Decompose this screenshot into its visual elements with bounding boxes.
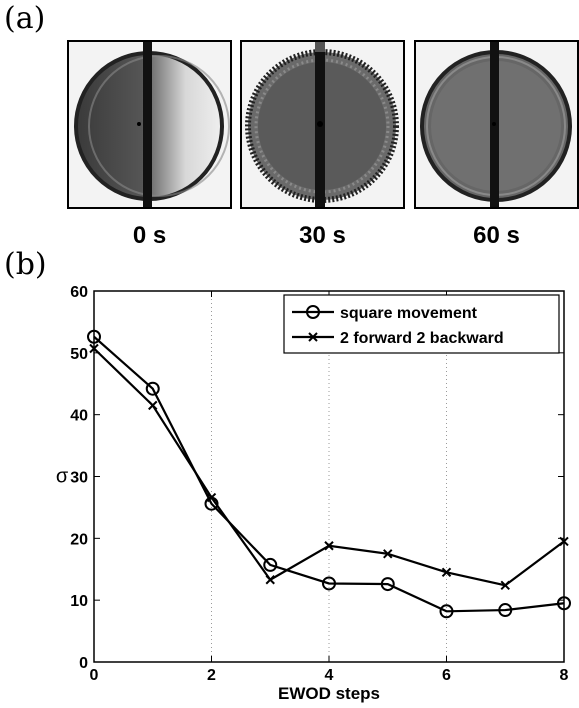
x-marker	[500, 580, 510, 591]
circle-marker	[439, 604, 454, 619]
legend-label: 2 forward 2 backward	[340, 330, 504, 347]
panel-label-b: (b)	[4, 247, 47, 282]
x-tick-label: 0	[90, 667, 99, 684]
droplet-image-0s	[67, 40, 232, 209]
series-1	[87, 329, 571, 619]
x-marker	[324, 541, 334, 551]
x-marker	[559, 536, 569, 547]
sigma-line-chart: 0 2 4 6 8 0 10 20 30 40 50 60 square movement 2 forw…	[56, 284, 571, 703]
x-marker	[441, 567, 452, 578]
circle-marker	[87, 329, 101, 344]
legend-box	[283, 294, 560, 354]
x-tick-label: 6	[442, 667, 451, 684]
x-axis-label: EWOD steps	[278, 684, 380, 703]
x-tick-label: 4	[325, 667, 334, 684]
x-tick-label: 2	[207, 667, 216, 684]
image-caption-0s: 0 s	[132, 222, 167, 249]
x-marker	[383, 549, 393, 559]
y-axis-label: σ	[56, 466, 69, 488]
series-line	[93, 335, 565, 613]
legend: square movement 2 forward 2 backward	[283, 294, 560, 354]
panel-label-a: (a)	[4, 1, 46, 36]
circle-marker	[306, 305, 320, 319]
y-tick-label: 50	[70, 346, 88, 363]
x-marker	[148, 400, 158, 411]
droplet-image-60s	[414, 40, 579, 209]
tick-layer: 0 2 4 6 8 0 10 20 30 40 50 60	[70, 284, 568, 684]
y-tick-label: 10	[70, 593, 88, 610]
series-2	[89, 343, 569, 591]
circle-marker	[322, 576, 336, 591]
circle-marker	[145, 381, 160, 396]
circle-marker	[380, 577, 395, 592]
x-marker	[206, 492, 217, 503]
x-marker	[265, 575, 275, 585]
circle-marker	[263, 557, 278, 572]
image-caption-60s: 60 s	[473, 222, 520, 249]
x-marker	[89, 343, 99, 354]
image-caption-30s: 30 s	[299, 222, 346, 249]
circle-marker	[557, 596, 571, 611]
circle-marker	[498, 603, 513, 618]
x-marker	[308, 332, 318, 342]
y-tick-label: 20	[70, 531, 88, 548]
x-tick-label: 8	[560, 667, 569, 684]
y-tick-label: 30	[70, 470, 88, 487]
series-line	[93, 347, 565, 587]
y-tick-label: 60	[70, 284, 88, 301]
series-layer	[87, 329, 571, 619]
droplet-image-30s	[240, 40, 405, 209]
y-tick-label: 40	[70, 408, 88, 425]
y-tick-label: 0	[79, 655, 88, 672]
legend-label: square movement	[340, 305, 478, 322]
